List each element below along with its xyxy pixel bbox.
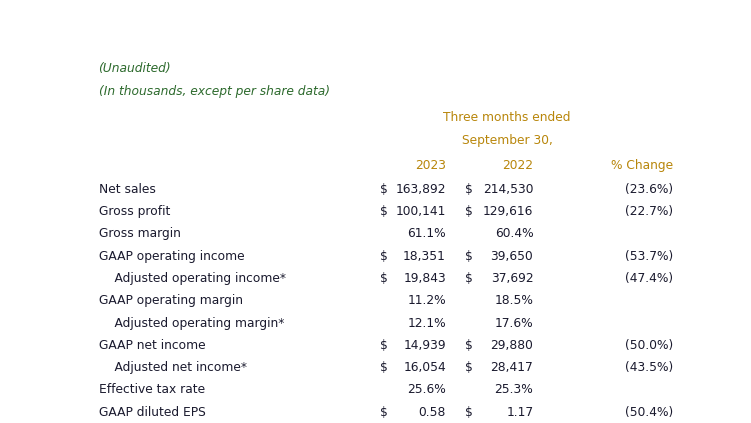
- Text: (23.6%): (23.6%): [625, 183, 673, 196]
- Text: 14,939: 14,939: [403, 339, 446, 352]
- Text: Adjusted operating margin*: Adjusted operating margin*: [98, 316, 284, 330]
- Text: 60.4%: 60.4%: [495, 227, 533, 240]
- Text: (53.7%): (53.7%): [625, 250, 673, 263]
- Text: 1.17: 1.17: [506, 406, 533, 419]
- Text: Net sales: Net sales: [98, 183, 155, 196]
- Text: $: $: [465, 361, 473, 374]
- Text: $: $: [380, 205, 388, 218]
- Text: Adjusted operating income*: Adjusted operating income*: [98, 272, 285, 285]
- Text: 11.2%: 11.2%: [407, 294, 446, 307]
- Text: Adjusted net income*: Adjusted net income*: [98, 361, 246, 374]
- Text: $: $: [380, 406, 388, 419]
- Text: 17.6%: 17.6%: [495, 316, 533, 330]
- Text: 29,880: 29,880: [490, 339, 533, 352]
- Text: (50.4%): (50.4%): [625, 406, 673, 419]
- Text: 61.1%: 61.1%: [407, 227, 446, 240]
- Text: September 30,: September 30,: [462, 134, 553, 147]
- Text: (50.0%): (50.0%): [625, 339, 673, 352]
- Text: 25.6%: 25.6%: [407, 384, 446, 396]
- Text: $: $: [465, 250, 473, 263]
- Text: 19,843: 19,843: [403, 272, 446, 285]
- Text: $: $: [465, 183, 473, 196]
- Text: GAAP net income: GAAP net income: [98, 339, 205, 352]
- Text: 12.1%: 12.1%: [407, 316, 446, 330]
- Text: $: $: [465, 406, 473, 419]
- Text: 18.5%: 18.5%: [494, 294, 533, 307]
- Text: 129,616: 129,616: [483, 205, 533, 218]
- Text: $: $: [380, 339, 388, 352]
- Text: 2022: 2022: [502, 159, 533, 172]
- Text: (43.5%): (43.5%): [625, 361, 673, 374]
- Text: (22.7%): (22.7%): [625, 205, 673, 218]
- Text: Gross profit: Gross profit: [98, 205, 170, 218]
- Text: 28,417: 28,417: [490, 361, 533, 374]
- Text: 2023: 2023: [415, 159, 446, 172]
- Text: $: $: [465, 205, 473, 218]
- Text: 16,054: 16,054: [403, 361, 446, 374]
- Text: % Change: % Change: [611, 159, 673, 172]
- Text: 214,530: 214,530: [483, 183, 533, 196]
- Text: GAAP operating margin: GAAP operating margin: [98, 294, 243, 307]
- Text: (47.4%): (47.4%): [625, 272, 673, 285]
- Text: 0.58: 0.58: [418, 406, 446, 419]
- Text: 25.3%: 25.3%: [495, 384, 533, 396]
- Text: 163,892: 163,892: [396, 183, 446, 196]
- Text: $: $: [465, 339, 473, 352]
- Text: 100,141: 100,141: [396, 205, 446, 218]
- Text: GAAP operating income: GAAP operating income: [98, 250, 244, 263]
- Text: $: $: [380, 272, 388, 285]
- Text: $: $: [465, 272, 473, 285]
- Text: 39,650: 39,650: [490, 250, 533, 263]
- Text: (In thousands, except per share data): (In thousands, except per share data): [98, 85, 330, 98]
- Text: $: $: [380, 250, 388, 263]
- Text: Gross margin: Gross margin: [98, 227, 180, 240]
- Text: 18,351: 18,351: [403, 250, 446, 263]
- Text: Effective tax rate: Effective tax rate: [98, 384, 205, 396]
- Text: GAAP diluted EPS: GAAP diluted EPS: [98, 406, 205, 419]
- Text: $: $: [380, 183, 388, 196]
- Text: 37,692: 37,692: [490, 272, 533, 285]
- Text: $: $: [380, 361, 388, 374]
- Text: Three months ended: Three months ended: [443, 111, 571, 124]
- Text: (Unaudited): (Unaudited): [98, 62, 171, 75]
